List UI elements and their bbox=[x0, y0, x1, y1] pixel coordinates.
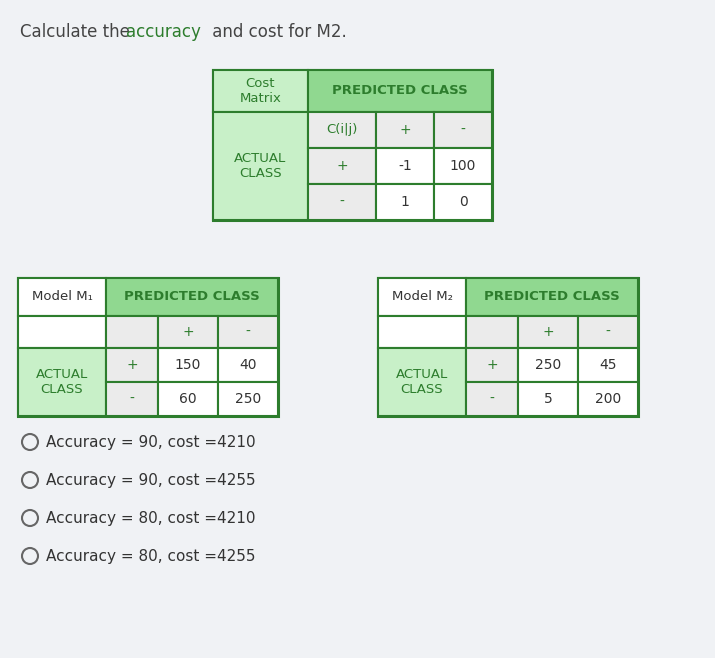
Bar bbox=[518, 348, 578, 382]
Bar bbox=[378, 348, 466, 416]
Text: 150: 150 bbox=[174, 358, 201, 372]
Text: PREDICTED CLASS: PREDICTED CLASS bbox=[332, 84, 468, 97]
Text: +: + bbox=[126, 358, 138, 372]
Text: 200: 200 bbox=[595, 392, 621, 406]
Text: +: + bbox=[182, 325, 194, 339]
Text: 0: 0 bbox=[458, 195, 468, 209]
Bar bbox=[213, 70, 492, 220]
Text: Cost
Matrix: Cost Matrix bbox=[240, 77, 282, 105]
Text: C(i|j): C(i|j) bbox=[326, 124, 358, 136]
Bar bbox=[518, 382, 578, 416]
Text: 1: 1 bbox=[400, 195, 410, 209]
Bar bbox=[466, 382, 518, 416]
Text: Accuracy = 80, cost =4210: Accuracy = 80, cost =4210 bbox=[46, 511, 255, 526]
Text: Model M₂: Model M₂ bbox=[392, 290, 453, 303]
Text: and cost for M2.: and cost for M2. bbox=[207, 23, 347, 41]
Text: Accuracy = 80, cost =4255: Accuracy = 80, cost =4255 bbox=[46, 549, 255, 563]
Bar bbox=[106, 316, 158, 348]
Text: Accuracy = 90, cost =4255: Accuracy = 90, cost =4255 bbox=[46, 472, 256, 488]
Text: +: + bbox=[336, 159, 347, 173]
Text: -: - bbox=[460, 123, 465, 137]
Bar bbox=[158, 348, 218, 382]
Text: ACTUAL
CLASS: ACTUAL CLASS bbox=[235, 152, 287, 180]
Bar bbox=[434, 112, 492, 148]
Bar bbox=[18, 278, 278, 416]
Text: +: + bbox=[486, 358, 498, 372]
Text: 250: 250 bbox=[535, 358, 561, 372]
Bar bbox=[308, 148, 376, 184]
Bar bbox=[434, 184, 492, 220]
Bar bbox=[308, 112, 376, 148]
Bar bbox=[378, 278, 466, 316]
Bar bbox=[308, 70, 492, 112]
Text: 40: 40 bbox=[240, 358, 257, 372]
Bar bbox=[106, 382, 158, 416]
Text: PREDICTED CLASS: PREDICTED CLASS bbox=[124, 290, 260, 303]
Bar bbox=[466, 348, 518, 382]
Bar bbox=[218, 348, 278, 382]
Text: -: - bbox=[340, 195, 345, 209]
Bar bbox=[578, 382, 638, 416]
Text: 60: 60 bbox=[179, 392, 197, 406]
Text: ACTUAL
CLASS: ACTUAL CLASS bbox=[396, 368, 448, 396]
Bar bbox=[466, 316, 518, 348]
Text: Accuracy = 90, cost =4210: Accuracy = 90, cost =4210 bbox=[46, 434, 256, 449]
Text: +: + bbox=[399, 123, 411, 137]
Bar bbox=[218, 382, 278, 416]
Bar bbox=[376, 184, 434, 220]
Text: Calculate the: Calculate the bbox=[20, 23, 135, 41]
Text: accuracy: accuracy bbox=[126, 23, 201, 41]
Text: ACTUAL
CLASS: ACTUAL CLASS bbox=[36, 368, 88, 396]
Bar bbox=[18, 316, 106, 348]
Bar bbox=[106, 278, 278, 316]
Bar bbox=[376, 112, 434, 148]
Text: PREDICTED CLASS: PREDICTED CLASS bbox=[484, 290, 620, 303]
Text: -: - bbox=[606, 325, 611, 339]
Bar bbox=[18, 278, 106, 316]
Bar bbox=[158, 316, 218, 348]
Bar bbox=[213, 70, 308, 112]
Bar bbox=[378, 316, 466, 348]
Bar bbox=[308, 184, 376, 220]
Bar bbox=[466, 278, 638, 316]
Bar bbox=[434, 148, 492, 184]
Bar bbox=[18, 348, 106, 416]
Text: 45: 45 bbox=[599, 358, 617, 372]
Text: 100: 100 bbox=[450, 159, 476, 173]
Text: 5: 5 bbox=[543, 392, 553, 406]
Text: -1: -1 bbox=[398, 159, 412, 173]
Text: 250: 250 bbox=[235, 392, 261, 406]
Text: -: - bbox=[490, 392, 495, 406]
Bar bbox=[578, 316, 638, 348]
Text: Model M₁: Model M₁ bbox=[31, 290, 92, 303]
Text: -: - bbox=[129, 392, 134, 406]
Bar bbox=[158, 382, 218, 416]
Bar bbox=[218, 316, 278, 348]
Text: -: - bbox=[245, 325, 250, 339]
Text: +: + bbox=[542, 325, 554, 339]
Bar bbox=[578, 348, 638, 382]
Bar bbox=[106, 348, 158, 382]
Bar bbox=[378, 278, 638, 416]
Bar bbox=[213, 112, 308, 220]
Bar bbox=[518, 316, 578, 348]
Bar bbox=[376, 148, 434, 184]
